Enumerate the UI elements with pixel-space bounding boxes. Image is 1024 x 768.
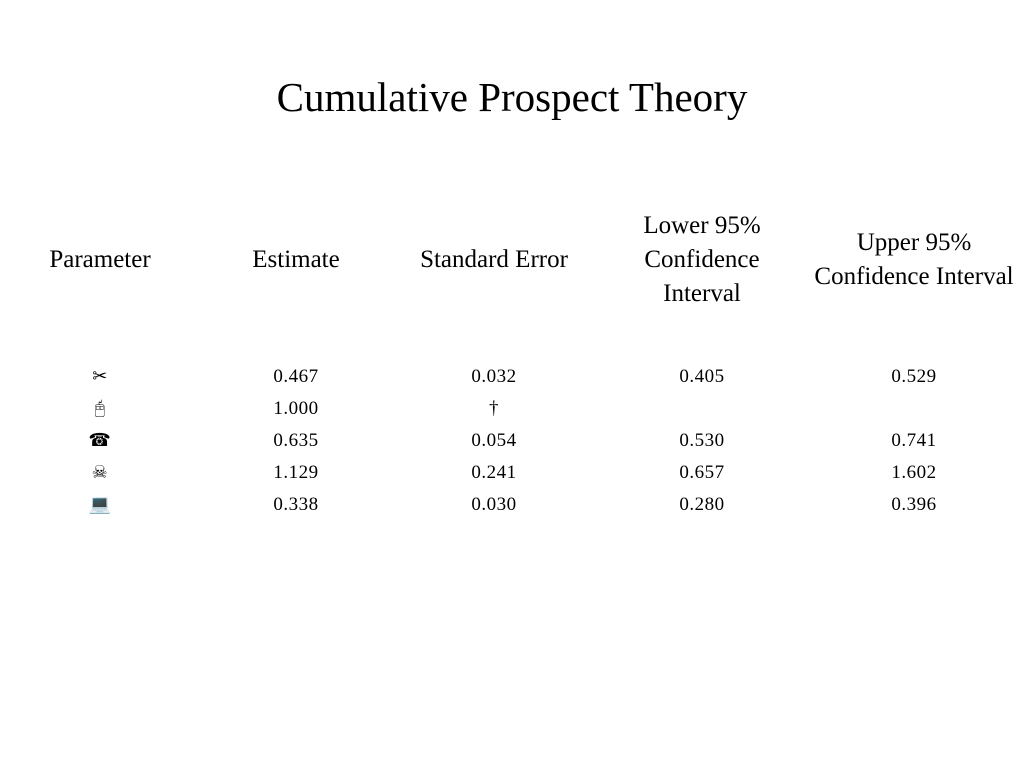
table-cell: 0.529: [891, 366, 937, 387]
column-header: Parameter: [49, 246, 151, 273]
table-cell: 0.657: [679, 462, 725, 483]
table-cell: 0.467: [273, 366, 319, 387]
parameter-symbol: ☎: [88, 430, 112, 451]
parameter-symbol: ✂: [92, 366, 108, 387]
table-cell: 0.054: [471, 430, 517, 451]
column-header: Standard Error: [420, 246, 568, 273]
column-header: Lower 95% Confidence Interval: [643, 212, 761, 307]
table-cell: 0.241: [471, 462, 517, 483]
table-cell: 0.741: [891, 430, 937, 451]
table-cell: 0.530: [679, 430, 725, 451]
table-cell: 0.405: [679, 366, 725, 387]
parameter-symbol: ☠: [91, 462, 109, 483]
table-cell: 0.280: [679, 494, 725, 515]
table-cell: 0.032: [471, 366, 517, 387]
table-cell: 1.602: [891, 462, 937, 483]
table-cell: 1.129: [273, 462, 319, 483]
table-cell: 0.030: [471, 494, 517, 515]
table-cell: 1.000: [273, 398, 319, 419]
slide-title: Cumulative Prospect Theory: [276, 74, 748, 120]
table-cell: 0.635: [273, 430, 319, 451]
parameter-symbol: 💻: [88, 494, 112, 515]
table-cell: †: [489, 398, 499, 419]
table-cell: 0.338: [273, 494, 319, 515]
column-header: Upper 95% Confidence Interval: [814, 229, 1014, 290]
parameter-symbol: 🖰: [94, 398, 106, 419]
column-header: Estimate: [252, 246, 340, 273]
table-cell: 0.396: [891, 494, 937, 515]
